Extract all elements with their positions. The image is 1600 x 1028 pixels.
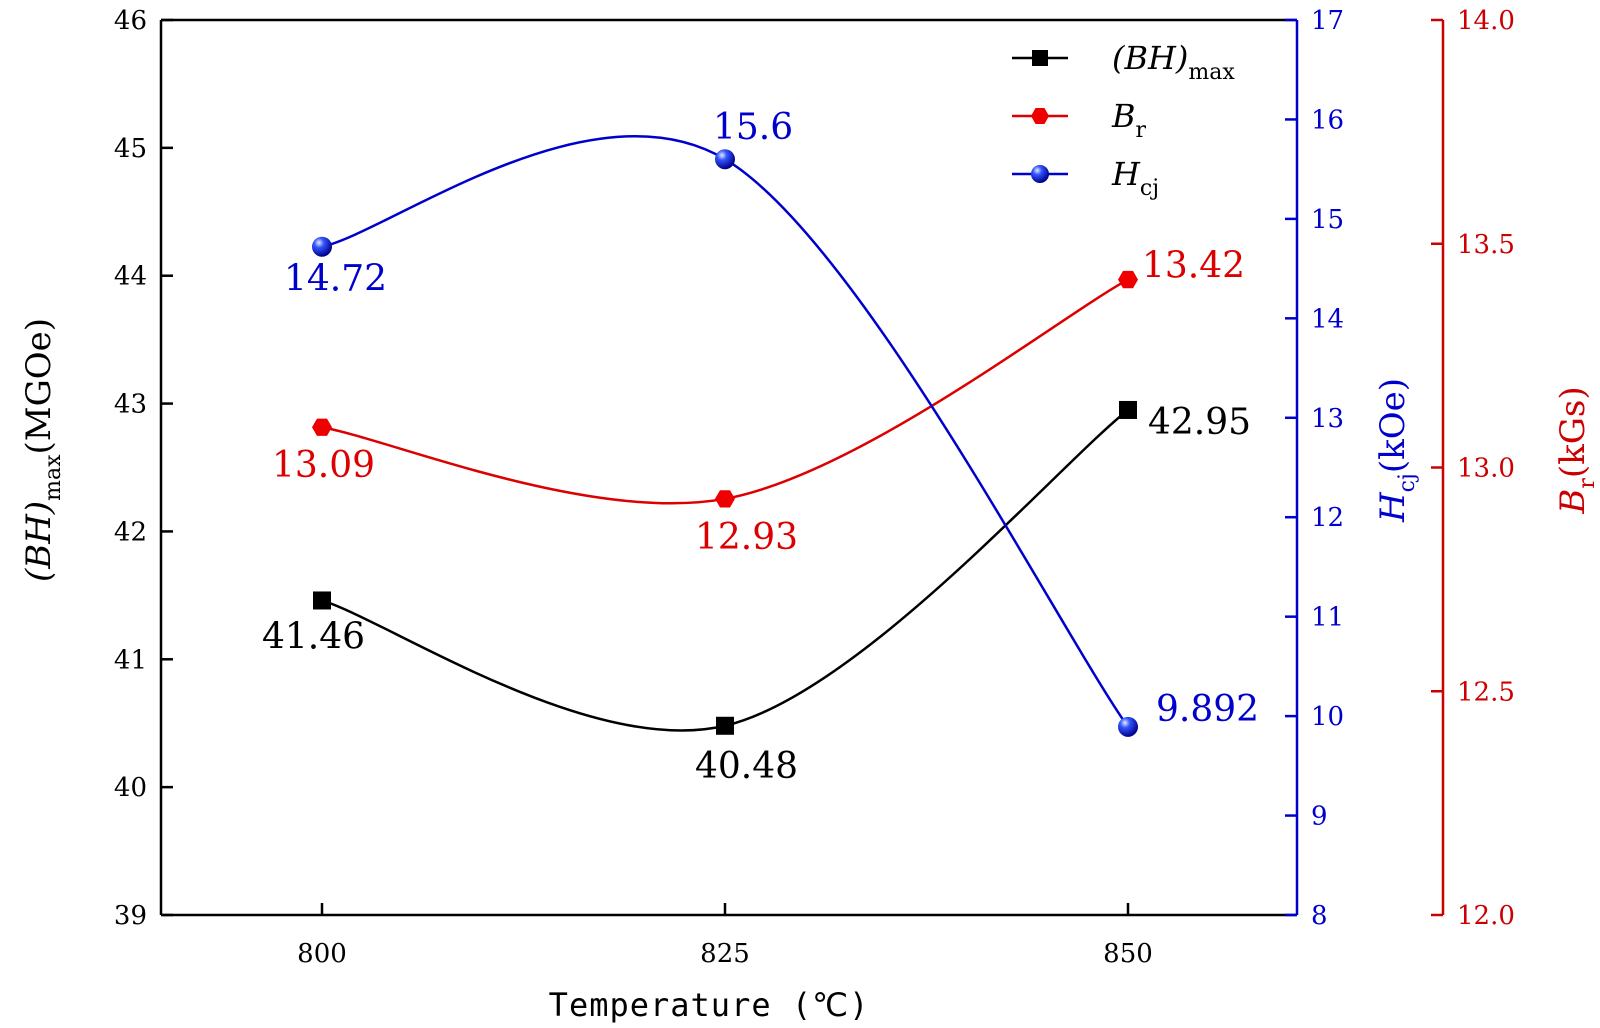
data-point-hexagon <box>1118 270 1138 289</box>
data-label: 9.892 <box>1156 689 1259 730</box>
red-y-ticks: 12.0 12.5 13.0 13.5 14.0 <box>1431 6 1515 931</box>
x-ticks: 800 825 850 <box>297 903 1153 969</box>
data-point-square <box>716 716 734 735</box>
left-y-ticks: 39 40 41 42 43 44 45 46 <box>114 6 173 931</box>
y-tick-label: 40 <box>114 773 147 803</box>
y-tick-label: 42 <box>114 517 147 547</box>
data-point-sphere <box>312 236 332 257</box>
legend-marker-sphere <box>1031 165 1049 183</box>
y-tick-label: 16 <box>1311 105 1344 135</box>
blue-y-ticks: 8 9 10 11 12 13 14 15 16 17 <box>1285 6 1344 931</box>
legend-label-br: Br <box>1111 97 1147 143</box>
x-tick-label: 850 <box>1103 939 1153 969</box>
data-point-sphere <box>715 149 735 170</box>
y-tick-label: 44 <box>114 262 147 292</box>
data-point-hexagon <box>715 490 735 508</box>
data-labels-layer: 41.46 40.48 42.95 13.09 12.93 13.42 14.72 15.6 9… <box>262 107 1259 787</box>
data-label: 12.93 <box>695 517 798 558</box>
y-tick-label: 13.5 <box>1457 230 1515 260</box>
y-tick-label: 10 <box>1311 702 1344 732</box>
blue-y-axis-title: Hcj(kOe) <box>1373 378 1420 523</box>
data-point-square <box>313 591 331 610</box>
y-tick-label: 41 <box>114 645 147 675</box>
series-line <box>321 135 1130 728</box>
y-tick-label: 43 <box>114 390 147 420</box>
legend-entry-hcj: Hcj <box>1012 155 1159 201</box>
data-point-square <box>1119 400 1137 419</box>
y-tick-label: 12.5 <box>1457 677 1515 707</box>
y-tick-label: 13.0 <box>1457 454 1515 484</box>
series-line <box>321 278 1129 505</box>
data-point-sphere <box>1118 716 1138 737</box>
legend-label-bhmax: (BH)max <box>1112 39 1235 85</box>
series-layer <box>312 135 1138 737</box>
x-axis-title: Temperature (℃) <box>549 986 870 1024</box>
y-tick-label: 14 <box>1311 304 1344 334</box>
series-line <box>321 408 1129 732</box>
legend-marker-hexagon <box>1031 108 1049 124</box>
data-label: 41.46 <box>262 616 365 657</box>
legend-entry-br: Br <box>1012 97 1147 143</box>
y-tick-label: 11 <box>1311 603 1344 633</box>
y-tick-label: 15 <box>1311 205 1344 235</box>
data-label: 13.42 <box>1142 246 1245 287</box>
y-tick-label: 12 <box>1311 503 1344 533</box>
y-tick-label: 17 <box>1311 6 1344 36</box>
data-point-hexagon <box>312 418 332 436</box>
legend-marker-square <box>1032 50 1048 66</box>
y-tick-label: 45 <box>114 134 147 164</box>
left-y-axis-title: (BH)max(MGOe) <box>19 318 66 582</box>
x-tick-label: 825 <box>700 939 750 969</box>
y-tick-label: 13 <box>1311 404 1344 434</box>
y-tick-label: 39 <box>114 901 147 931</box>
y-tick-label: 9 <box>1311 802 1328 832</box>
y-tick-label: 14.0 <box>1457 6 1515 36</box>
y-tick-label: 12.0 <box>1457 901 1515 931</box>
legend-label-hcj: Hcj <box>1111 155 1159 201</box>
y-tick-label: 8 <box>1311 901 1328 931</box>
y-tick-label: 46 <box>114 6 147 36</box>
data-label: 40.48 <box>695 746 798 787</box>
red-y-axis-title: Br(kGs) <box>1553 386 1600 514</box>
data-label: 42.95 <box>1148 402 1251 443</box>
x-tick-label: 800 <box>297 939 347 969</box>
data-label: 13.09 <box>272 445 375 486</box>
data-label: 14.72 <box>284 259 387 300</box>
data-label: 15.6 <box>713 107 793 148</box>
legend: (BH)max Br Hcj <box>1012 39 1235 201</box>
legend-entry-bhmax: (BH)max <box>1012 39 1235 85</box>
